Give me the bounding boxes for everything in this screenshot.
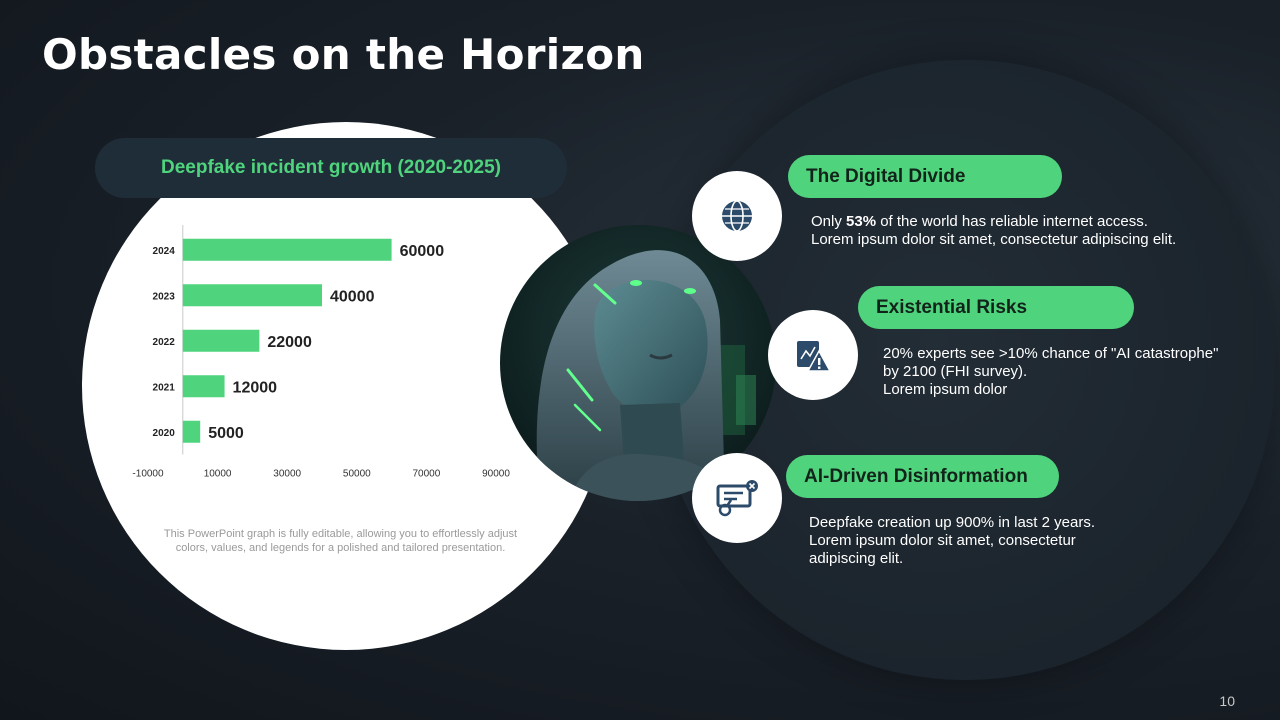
category-label-2024: 2024 <box>153 246 176 257</box>
existential-risks-description: 20% experts see >10% chance of "AI catas… <box>883 345 1218 399</box>
value-label-2022: 22000 <box>267 334 312 351</box>
disinformation-description: Deepfake creation up 900% in last 2 year… <box>809 514 1095 568</box>
bar-chart: 2020 5000 2021 12000 2022 22000 2023 40000 2024 6… <box>132 225 510 480</box>
digital-divide-text-pre: Only <box>811 213 847 230</box>
fake-document-icon <box>716 480 758 517</box>
x-tick-70000: 70000 <box>412 469 440 480</box>
disinformation-line2: Lorem ipsum dolor sit amet, consectetur <box>809 532 1076 549</box>
existential-risks-line2: by 2100 (FHI survey). <box>883 363 1028 380</box>
disinformation-pill: AI-Driven Disinformation <box>786 455 1059 498</box>
existential-risks-pill: Existential Risks <box>858 286 1134 329</box>
digital-divide-description: Only 53% of the world has reliable inter… <box>811 213 1176 249</box>
chart-title: Deepfake incident growth (2020-2025) <box>161 157 501 178</box>
bar-2020 <box>182 420 201 443</box>
disinformation-line1: Deepfake creation up 900% in last 2 year… <box>809 514 1096 531</box>
category-label-2020: 2020 <box>153 428 176 439</box>
x-tick-30000: 30000 <box>273 469 301 480</box>
digital-divide-pill: The Digital Divide <box>788 155 1062 198</box>
chart-caption: This PowerPoint graph is fully editable,… <box>163 528 518 554</box>
bar-2024 <box>182 238 392 261</box>
chart-title-pill: Deepfake incident growth (2020-2025) <box>95 138 567 198</box>
risk-chart-warning-icon <box>797 341 832 372</box>
disinformation-line3: adipiscing elit. <box>809 550 904 567</box>
digital-divide-stat: 53% <box>846 213 877 230</box>
existential-risks-icon-circle <box>768 310 858 400</box>
bar-2023 <box>182 284 322 307</box>
x-tick-90000: 90000 <box>482 469 510 480</box>
existential-risks-title: Existential Risks <box>876 296 1028 318</box>
digital-divide-text-post: of the world has reliable internet acces… <box>876 213 1148 230</box>
disinformation-icon-circle <box>692 453 782 543</box>
value-label-2024: 60000 <box>400 243 445 260</box>
digital-divide-line2: Lorem ipsum dolor sit amet, consectetur … <box>811 231 1177 248</box>
bar-2021 <box>182 375 225 398</box>
x-tick--10000: -10000 <box>132 469 164 480</box>
value-label-2021: 12000 <box>233 379 278 396</box>
value-label-2020: 5000 <box>208 425 244 442</box>
disinformation-title: AI-Driven Disinformation <box>804 465 1028 487</box>
digital-divide-icon-circle <box>692 171 782 261</box>
slide-title: Obstacles on the Horizon <box>42 30 645 79</box>
value-label-2023: 40000 <box>330 288 375 305</box>
category-label-2021: 2021 <box>153 382 176 393</box>
x-tick-50000: 50000 <box>343 469 371 480</box>
bar-2022 <box>182 329 260 352</box>
globe-icon <box>722 200 752 232</box>
page-number: 10 <box>1219 693 1235 709</box>
existential-risks-line1: 20% experts see >10% chance of "AI catas… <box>883 345 1219 362</box>
category-label-2022: 2022 <box>153 337 176 348</box>
x-tick-10000: 10000 <box>204 469 232 480</box>
digital-divide-title: The Digital Divide <box>806 165 966 187</box>
existential-risks-line3: Lorem ipsum dolor <box>883 381 1008 398</box>
category-label-2023: 2023 <box>153 291 176 302</box>
